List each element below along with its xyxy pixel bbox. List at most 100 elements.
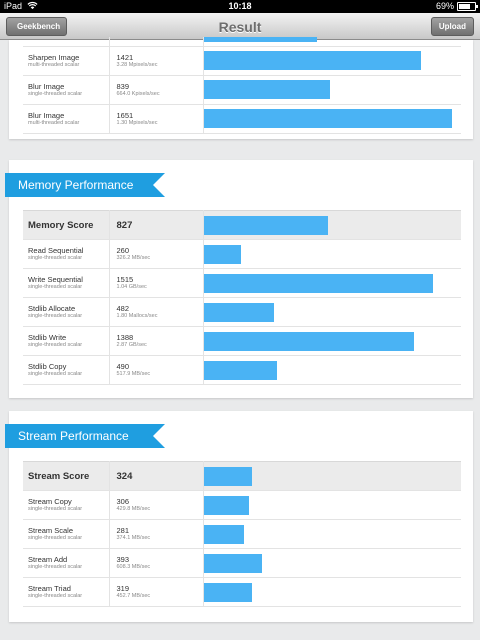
test-name: Stream Triad xyxy=(28,584,71,593)
test-name: Stdlib Allocate xyxy=(28,304,76,313)
test-subtitle: single-threaded scalar xyxy=(28,313,83,319)
score-bar xyxy=(203,466,252,486)
test-name: Stdlib Copy xyxy=(28,362,67,371)
result-bar xyxy=(203,37,317,43)
test-rate: 452.7 MB/sec xyxy=(116,593,151,599)
test-name: Stream Add xyxy=(28,555,68,564)
table-row[interactable]: Blur Image multi-threaded scalar 1651 1.30… xyxy=(23,104,461,134)
test-subtitle: single-threaded scalar xyxy=(28,90,83,97)
upload-button[interactable]: Upload xyxy=(430,17,474,36)
test-subtitle: single-threaded scalar xyxy=(28,284,83,290)
score-label: Memory Score xyxy=(28,219,94,231)
result-bar xyxy=(203,244,241,264)
result-bar xyxy=(203,109,452,128)
test-score: 281 xyxy=(116,526,130,535)
test-score: 1388 xyxy=(116,333,134,342)
table-row[interactable]: Sharpen Image multi-threaded scalar 1421 3… xyxy=(23,46,461,76)
test-rate: 429.8 MB/sec xyxy=(116,506,151,512)
stream-results-table: Stream Score 324 Stream Copy single-threa… xyxy=(23,461,461,607)
table-row[interactable]: Stream Copy single-threaded scalar 306 429… xyxy=(23,490,461,520)
result-bar xyxy=(203,495,249,515)
test-score: 490 xyxy=(116,362,130,371)
clock: 10:18 xyxy=(228,1,252,11)
table-row[interactable]: Stream Add single-threaded scalar 393 608.… xyxy=(23,548,461,578)
test-score: 393 xyxy=(116,555,130,564)
test-name: Read Sequential xyxy=(28,246,84,255)
table-row[interactable]: Stdlib Copy single-threaded scalar 490 517… xyxy=(23,355,461,385)
test-name: Stream Scale xyxy=(28,526,74,535)
test-score: 1421 xyxy=(116,52,134,62)
test-score: 1515 xyxy=(116,275,134,284)
test-rate: 1.80 Mallocs/sec xyxy=(116,313,158,319)
stream-section-ribbon: Stream Performance xyxy=(5,424,165,448)
score-value: 827 xyxy=(116,219,133,231)
table-row[interactable]: Stdlib Write single-threaded scalar 1388 2… xyxy=(23,326,461,356)
test-subtitle: single-threaded scalar xyxy=(28,371,83,377)
test-name: Blur Image xyxy=(28,81,65,91)
test-subtitle: single-threaded scalar xyxy=(28,342,83,348)
navigation-bar: Geekbench Result Upload xyxy=(0,13,480,40)
processor-results-panel: Sharpen Image multi-threaded scalar 1421 3… xyxy=(9,37,473,139)
table-row[interactable]: Stdlib Allocate single-threaded scalar 48… xyxy=(23,297,461,327)
battery-percent: 69% xyxy=(435,1,454,11)
result-bar xyxy=(203,582,252,602)
test-score: 319 xyxy=(116,584,130,593)
test-subtitle: single-threaded scalar xyxy=(28,506,83,512)
back-button-label: Geekbench xyxy=(17,22,61,31)
table-row[interactable]: Blur Image single-threaded scalar 839 664.… xyxy=(23,75,461,105)
test-rate: 517.9 MB/sec xyxy=(116,371,151,377)
test-rate: 374.1 MB/sec xyxy=(116,535,151,541)
memory-section-ribbon: Memory Performance xyxy=(5,173,165,197)
test-subtitle: single-threaded scalar xyxy=(28,564,83,570)
result-bar xyxy=(203,524,244,544)
table-row[interactable]: Read Sequential single-threaded scalar 26… xyxy=(23,239,461,269)
table-row xyxy=(23,37,461,47)
result-bar xyxy=(203,302,274,322)
test-name: Blur Image xyxy=(28,110,65,120)
result-bar xyxy=(203,360,277,380)
table-row[interactable]: Write Sequential single-threaded scalar 1… xyxy=(23,268,461,298)
result-bar xyxy=(203,80,330,99)
test-score: 839 xyxy=(116,81,130,91)
result-bar xyxy=(203,273,433,293)
page-title: Result xyxy=(218,19,262,35)
test-rate: 664.0 Kpixels/sec xyxy=(116,90,160,97)
test-rate: 3.28 Mpixels/sec xyxy=(116,61,158,68)
carrier-label: iPad xyxy=(4,1,23,11)
score-label: Stream Score xyxy=(28,470,90,482)
result-bar xyxy=(203,553,262,573)
test-name: Sharpen Image xyxy=(28,52,80,62)
test-score: 482 xyxy=(116,304,130,313)
test-rate: 2.87 GB/sec xyxy=(116,342,147,348)
memory-performance-panel: Memory Performance Memory Score 827 Read… xyxy=(5,160,473,398)
test-name: Write Sequential xyxy=(28,275,83,284)
test-rate: 1.04 GB/sec xyxy=(116,284,147,290)
memory-results-table: Memory Score 827 Read Sequential single-t… xyxy=(23,210,461,385)
test-subtitle: single-threaded scalar xyxy=(28,535,83,541)
status-bar: iPad 10:18 69% xyxy=(0,0,480,13)
memory-score-row: Memory Score 827 xyxy=(23,210,461,240)
test-subtitle: single-threaded scalar xyxy=(28,255,83,261)
test-subtitle: single-threaded scalar xyxy=(28,593,83,599)
test-score: 260 xyxy=(116,246,130,255)
battery-icon xyxy=(457,2,478,11)
test-rate: 326.2 MB/sec xyxy=(116,255,151,261)
processor-results-table: Sharpen Image multi-threaded scalar 1421 3… xyxy=(23,37,461,134)
test-score: 1651 xyxy=(116,110,134,120)
stream-score-row: Stream Score 324 xyxy=(23,461,461,491)
result-bar xyxy=(203,331,414,351)
score-value: 324 xyxy=(116,470,133,482)
test-name: Stream Copy xyxy=(28,497,72,506)
stream-performance-panel: Stream Performance Stream Score 324 Stre… xyxy=(5,411,473,622)
test-rate: 608.3 MB/sec xyxy=(116,564,151,570)
test-subtitle: multi-threaded scalar xyxy=(28,119,80,126)
test-subtitle: multi-threaded scalar xyxy=(28,61,80,68)
test-rate: 1.30 Mpixels/sec xyxy=(116,119,158,126)
table-row[interactable]: Stream Scale single-threaded scalar 281 37… xyxy=(23,519,461,549)
back-button[interactable]: Geekbench xyxy=(6,17,68,36)
test-score: 306 xyxy=(116,497,130,506)
test-name: Stdlib Write xyxy=(28,333,67,342)
table-row[interactable]: Stream Triad single-threaded scalar 319 45… xyxy=(23,577,461,607)
result-bar xyxy=(203,51,421,70)
wifi-icon xyxy=(27,1,38,10)
